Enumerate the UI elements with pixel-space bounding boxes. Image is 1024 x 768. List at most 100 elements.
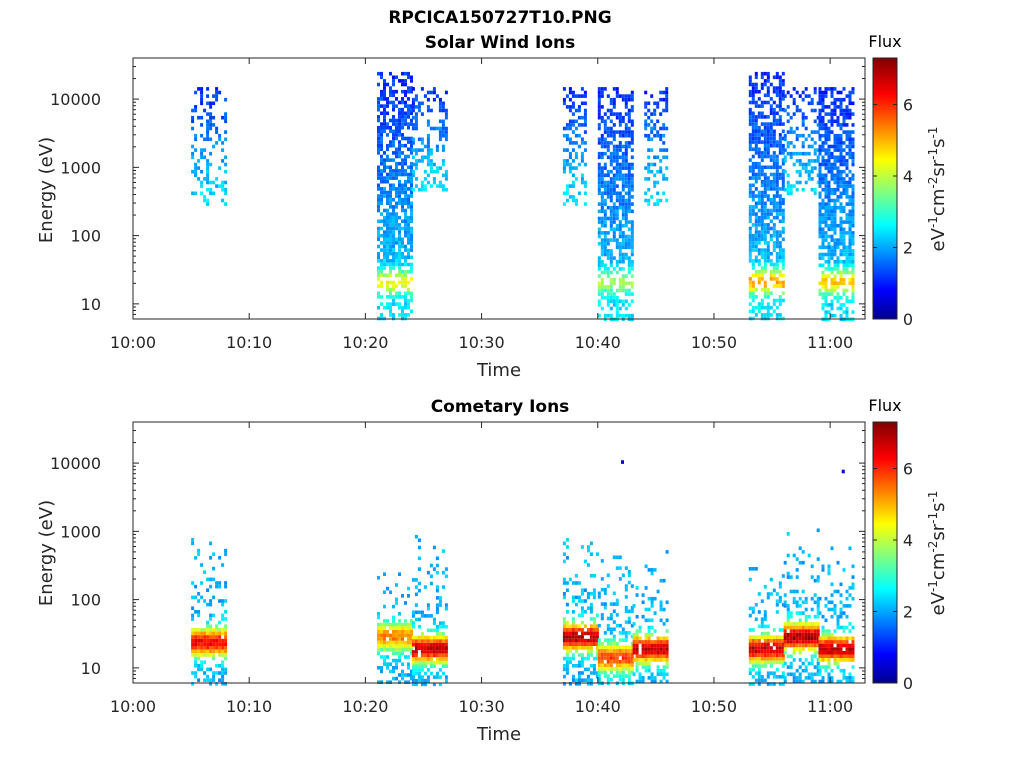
heatmap-cell [383,230,386,234]
heatmap-cell [395,676,398,681]
heatmap-cell [420,650,424,654]
heatmap-cell [830,643,834,648]
heatmap-cell [839,209,843,214]
y-axis-label: Energy (eV) [36,500,57,606]
heatmap-cell [606,295,610,300]
heatmap-cell [624,223,628,228]
heatmap-cell [783,560,787,565]
heatmap-cell [435,660,439,665]
heatmap-cell [583,141,587,145]
heatmap-cell [592,592,596,596]
heatmap-cell [420,610,424,615]
heatmap-cell [818,169,822,174]
heatmap-cell [212,144,216,149]
heatmap-cell [786,553,790,558]
heatmap-cell [612,148,616,152]
heatmap-cell [377,133,380,137]
heatmap-cell [824,105,828,109]
heatmap-cell [830,640,834,644]
heatmap-cell [603,602,607,606]
heatmap-cell [420,141,424,145]
heatmap-cell [407,594,410,598]
heatmap-cell [606,141,610,145]
heatmap-cell [429,126,433,131]
heatmap-cell [792,650,796,655]
heatmap-cell [748,122,752,126]
heatmap-cell [818,180,822,185]
heatmap-cell [833,604,837,608]
heatmap-cell [407,205,410,209]
heatmap-cell [827,151,831,156]
heatmap-cell [659,668,663,673]
heatmap-cell [836,155,840,160]
heatmap-cell [650,596,654,601]
heatmap-cell [444,642,448,647]
heatmap-cell [215,628,219,632]
heatmap-cell [810,679,814,684]
heatmap-cell [630,584,634,588]
heatmap-cell [609,126,613,131]
heatmap-cell [221,141,225,145]
heatmap-cell [215,671,219,675]
heatmap-cell [395,666,398,670]
heatmap-cell [772,223,776,227]
heatmap-cell [380,140,383,144]
heatmap-cell [772,635,776,639]
heatmap-cell [206,678,210,682]
heatmap-cell [580,592,584,596]
heatmap-cell [818,679,822,684]
heatmap-cell [404,169,407,173]
heatmap-cell [383,640,386,645]
heatmap-cell [833,223,837,228]
heatmap-cell [224,552,228,556]
heatmap-cell [392,640,395,645]
heatmap-cell [438,133,442,138]
heatmap-cell [389,259,392,263]
heatmap-cell [562,577,566,582]
heatmap-cell [606,155,610,160]
heatmap-cell [647,133,651,138]
heatmap-cell [562,101,566,106]
heatmap-cell [410,205,413,209]
heatmap-cell [404,269,407,274]
heatmap-cell [766,671,770,675]
heatmap-cell [621,144,625,149]
heatmap-cell [401,277,404,281]
heatmap-cell [612,205,616,210]
heatmap-cell [818,596,822,601]
heatmap-cell [801,622,805,626]
colorbar-unit-label: eV-1cm-2sr-1s-1 [926,491,949,616]
heatmap-cell [600,173,604,178]
heatmap-cell [650,676,654,680]
heatmap-cell [562,133,566,138]
heatmap-cell [757,115,761,119]
heatmap-cell [414,660,418,665]
heatmap-cell [833,137,837,142]
heatmap-cell [751,154,755,159]
heatmap-cell [766,115,770,119]
heatmap-cell [807,159,811,163]
heatmap-cell [401,309,404,314]
heatmap-cell [603,263,607,268]
heatmap-cell [763,295,767,299]
heatmap-cell [778,151,782,155]
heatmap-cell [438,642,442,647]
heatmap-cell [562,656,566,661]
heatmap-cell [589,541,593,546]
heatmap-cell [417,108,421,113]
heatmap-cell [821,277,825,282]
x-tick-label: 10:20 [342,333,388,352]
heatmap-cell [194,635,198,639]
heatmap-cell [757,248,761,252]
heatmap-cell [603,631,607,635]
heatmap-cell [772,266,776,270]
heatmap-cell [845,249,849,253]
heatmap-cell [656,155,660,160]
heatmap-cell [760,624,764,629]
heatmap-cell [630,123,634,127]
heatmap-cell [647,636,651,641]
heatmap-cell [757,682,761,686]
heatmap-cell [414,94,418,98]
heatmap-cell [574,166,578,170]
heatmap-cell [612,220,616,224]
